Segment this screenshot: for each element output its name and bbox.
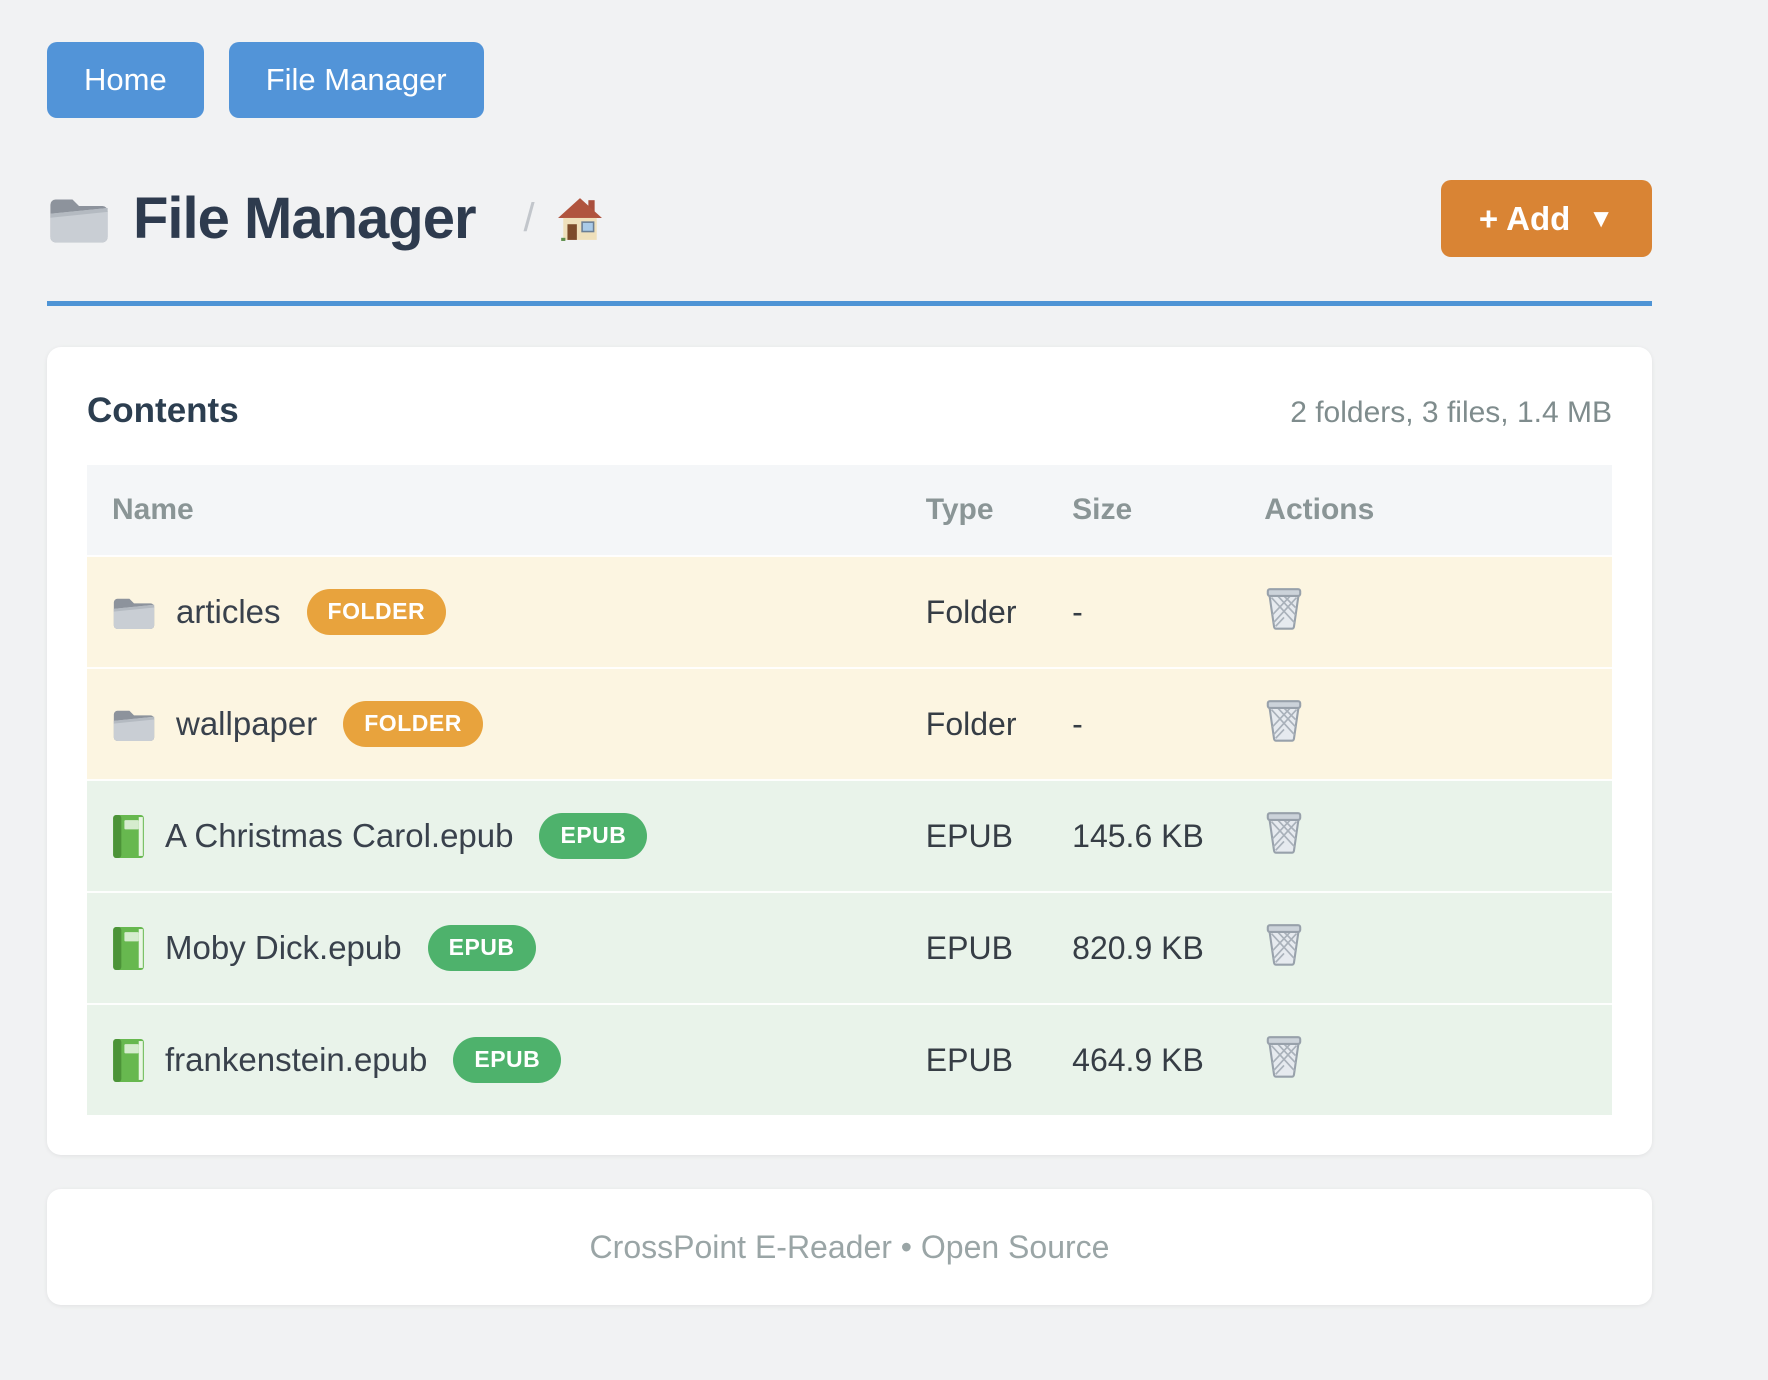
item-name[interactable]: articles	[176, 593, 281, 630]
table-row: A Christmas Carol.epub EPUB EPUB 145.6 K…	[87, 780, 1612, 892]
file-table: Name Type Size Actions articles FOLDER	[87, 465, 1612, 1115]
green-book-icon	[112, 1038, 145, 1083]
table-row: wallpaper FOLDER Folder -	[87, 668, 1612, 780]
delete-button[interactable]	[1264, 585, 1304, 631]
green-book-icon	[112, 926, 145, 971]
item-size: 820.9 KB	[1072, 929, 1204, 966]
delete-button[interactable]	[1264, 1033, 1304, 1079]
page-title: File Manager	[133, 186, 477, 251]
folder-icon	[112, 594, 156, 631]
page: Home File Manager File Manager / + Add ▼…	[47, 0, 1652, 1305]
trash-icon	[1264, 700, 1304, 746]
add-button-label: + Add	[1478, 199, 1571, 237]
delete-button[interactable]	[1264, 697, 1304, 743]
add-button[interactable]: + Add ▼	[1440, 180, 1652, 257]
page-title-wrap: File Manager /	[47, 185, 603, 252]
table-row: articles FOLDER Folder -	[87, 556, 1612, 668]
trash-icon	[1264, 924, 1304, 970]
nav-home-button[interactable]: Home	[47, 42, 204, 118]
breadcrumb-separator: /	[523, 196, 535, 240]
column-header-type: Type	[925, 493, 994, 526]
table-row: Moby Dick.epub EPUB EPUB 820.9 KB	[87, 892, 1612, 1004]
trash-icon	[1264, 588, 1304, 634]
page-header: File Manager / + Add ▼	[47, 180, 1652, 257]
item-name[interactable]: wallpaper	[176, 705, 318, 742]
column-header-size: Size	[1072, 493, 1133, 526]
contents-summary: 2 folders, 3 files, 1.4 MB	[1290, 396, 1612, 429]
type-badge: EPUB	[539, 813, 648, 859]
contents-card: Contents 2 folders, 3 files, 1.4 MB Name…	[47, 347, 1652, 1155]
folder-icon	[112, 706, 156, 743]
item-size: -	[1072, 705, 1083, 742]
table-header-row: Name Type Size Actions	[87, 465, 1612, 556]
contents-heading: Contents	[87, 391, 239, 430]
item-type: EPUB	[925, 817, 1013, 854]
folder-icon	[47, 193, 111, 245]
delete-button[interactable]	[1264, 921, 1304, 967]
item-name[interactable]: Moby Dick.epub	[165, 929, 402, 966]
chevron-down-icon: ▼	[1588, 203, 1614, 233]
trash-icon	[1264, 812, 1304, 858]
trash-icon	[1264, 1036, 1304, 1082]
table-row: frankenstein.epub EPUB EPUB 464.9 KB	[87, 1004, 1612, 1115]
delete-button[interactable]	[1264, 809, 1304, 855]
column-header-actions: Actions	[1264, 493, 1375, 526]
house-icon[interactable]	[556, 196, 603, 242]
contents-card-header: Contents 2 folders, 3 files, 1.4 MB	[87, 391, 1612, 431]
top-nav: Home File Manager	[47, 42, 1652, 118]
item-name[interactable]: frankenstein.epub	[165, 1041, 428, 1078]
item-name[interactable]: A Christmas Carol.epub	[165, 817, 514, 854]
type-badge: EPUB	[427, 925, 536, 971]
green-book-icon	[112, 814, 145, 859]
item-type: Folder	[925, 705, 1017, 742]
type-badge: FOLDER	[343, 701, 483, 747]
nav-file-manager-button[interactable]: File Manager	[228, 42, 484, 118]
item-size: 464.9 KB	[1072, 1041, 1204, 1078]
type-badge: EPUB	[453, 1037, 562, 1083]
header-divider	[47, 301, 1652, 306]
item-size: 145.6 KB	[1072, 817, 1204, 854]
column-header-name: Name	[112, 493, 194, 526]
item-type: EPUB	[925, 1041, 1013, 1078]
type-badge: FOLDER	[306, 589, 447, 635]
item-type: Folder	[925, 593, 1017, 630]
item-size: -	[1072, 593, 1083, 630]
footer: CrossPoint E-Reader • Open Source	[47, 1189, 1652, 1305]
item-type: EPUB	[925, 929, 1013, 966]
footer-text: CrossPoint E-Reader • Open Source	[589, 1228, 1110, 1265]
